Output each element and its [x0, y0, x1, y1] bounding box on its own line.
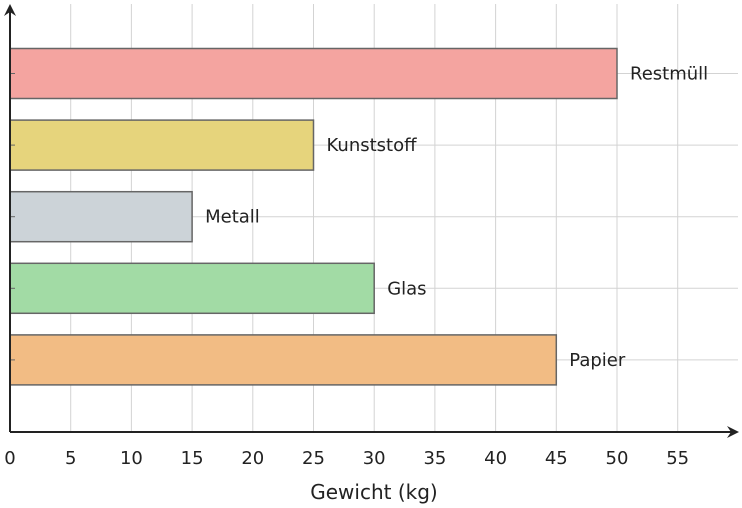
x-tick-labels: 0 5 10 15 20 25 30 35 40 45 50 55: [4, 448, 689, 469]
bar-label: Kunststoff: [327, 135, 418, 156]
x-tick-label: 50: [606, 448, 629, 469]
bar-label: Restmüll: [630, 64, 708, 85]
x-axis-arrow: [727, 426, 739, 438]
x-tick-label: 5: [65, 448, 76, 469]
bar: [9, 47, 618, 100]
x-tick-label: 20: [241, 448, 264, 469]
bar: [9, 119, 315, 171]
axes: [4, 4, 739, 438]
y-axis-arrow: [4, 4, 16, 16]
x-tick-label: 10: [120, 448, 143, 469]
bar-group: Glas: [9, 262, 427, 315]
x-tick-label: 15: [181, 448, 204, 469]
bar-label: Metall: [205, 207, 260, 228]
bar: [9, 262, 375, 315]
bar-group: Papier: [9, 334, 626, 386]
bar: [9, 190, 193, 243]
bar-group: Kunststoff: [9, 119, 418, 171]
x-tick-label: 25: [302, 448, 325, 469]
bar-group: Restmüll: [9, 47, 708, 100]
x-tick-label: 30: [363, 448, 386, 469]
bar-label: Papier: [569, 350, 626, 371]
bars: Restmüll Kunststoff Metall Glas Papier: [9, 47, 708, 386]
bar-label: Glas: [387, 278, 426, 299]
x-axis-title: Gewicht (kg): [310, 480, 437, 504]
x-tick-label: 35: [423, 448, 446, 469]
bar-group: Metall: [9, 190, 260, 243]
x-tick-label: 40: [484, 448, 507, 469]
x-tick-label: 45: [545, 448, 568, 469]
x-tick-label: 0: [4, 448, 15, 469]
bar: [9, 334, 558, 386]
x-tick-label: 55: [666, 448, 689, 469]
